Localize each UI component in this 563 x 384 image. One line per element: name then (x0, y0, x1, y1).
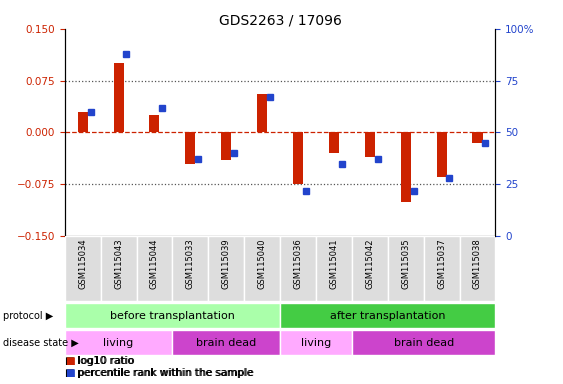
Bar (65, 330, 172, 355)
Title: GDS2263 / 17096: GDS2263 / 17096 (218, 14, 342, 28)
Text: brain dead: brain dead (394, 338, 454, 348)
Text: GSM115034: GSM115034 (78, 238, 87, 289)
Bar (114, 63, 124, 132)
Bar (78, 112, 88, 132)
Text: protocol ▶: protocol ▶ (3, 311, 53, 321)
Bar (208, 236, 244, 301)
Bar (352, 236, 388, 301)
Bar (185, 132, 195, 164)
Text: living: living (301, 338, 331, 348)
Bar (172, 236, 208, 301)
Text: GSM115035: GSM115035 (401, 238, 410, 289)
Bar (316, 236, 352, 301)
Bar (424, 236, 459, 301)
Text: percentile rank within the sample: percentile rank within the sample (77, 368, 253, 378)
Bar (459, 236, 495, 301)
Text: GSM115043: GSM115043 (114, 238, 123, 289)
Bar (149, 115, 159, 132)
Text: ■: ■ (65, 356, 74, 366)
Text: ■ percentile rank within the sample: ■ percentile rank within the sample (65, 368, 253, 378)
Bar (329, 132, 339, 153)
Text: GSM115033: GSM115033 (186, 238, 195, 289)
Bar (401, 132, 411, 202)
Text: after transplantation: after transplantation (330, 311, 445, 321)
Text: GSM115040: GSM115040 (258, 238, 267, 289)
Text: log10 ratio: log10 ratio (77, 356, 134, 366)
Text: GSM115042: GSM115042 (365, 238, 374, 289)
Bar (352, 330, 495, 355)
Bar (280, 303, 495, 328)
Text: ■ log10 ratio: ■ log10 ratio (65, 356, 135, 366)
Text: GSM115037: GSM115037 (437, 238, 446, 289)
Text: GSM115041: GSM115041 (329, 238, 338, 289)
Bar (388, 236, 424, 301)
Text: ■: ■ (65, 368, 74, 378)
Bar (172, 330, 280, 355)
Bar (293, 132, 303, 184)
Bar (257, 94, 267, 132)
Text: living: living (104, 338, 133, 348)
Bar (65, 236, 101, 301)
Text: brain dead: brain dead (196, 338, 256, 348)
Bar (436, 132, 446, 177)
Text: before transplantation: before transplantation (110, 311, 235, 321)
Bar (280, 236, 316, 301)
Text: GSM115036: GSM115036 (293, 238, 302, 289)
Bar (244, 236, 280, 301)
Text: GSM115044: GSM115044 (150, 238, 159, 289)
Text: disease state ▶: disease state ▶ (3, 338, 79, 348)
Bar (365, 132, 375, 157)
Text: GSM115038: GSM115038 (473, 238, 482, 289)
Bar (65, 303, 280, 328)
Bar (280, 330, 352, 355)
Bar (101, 236, 137, 301)
Bar (472, 132, 482, 143)
Bar (137, 236, 172, 301)
Bar (221, 132, 231, 160)
Text: GSM115039: GSM115039 (222, 238, 231, 289)
